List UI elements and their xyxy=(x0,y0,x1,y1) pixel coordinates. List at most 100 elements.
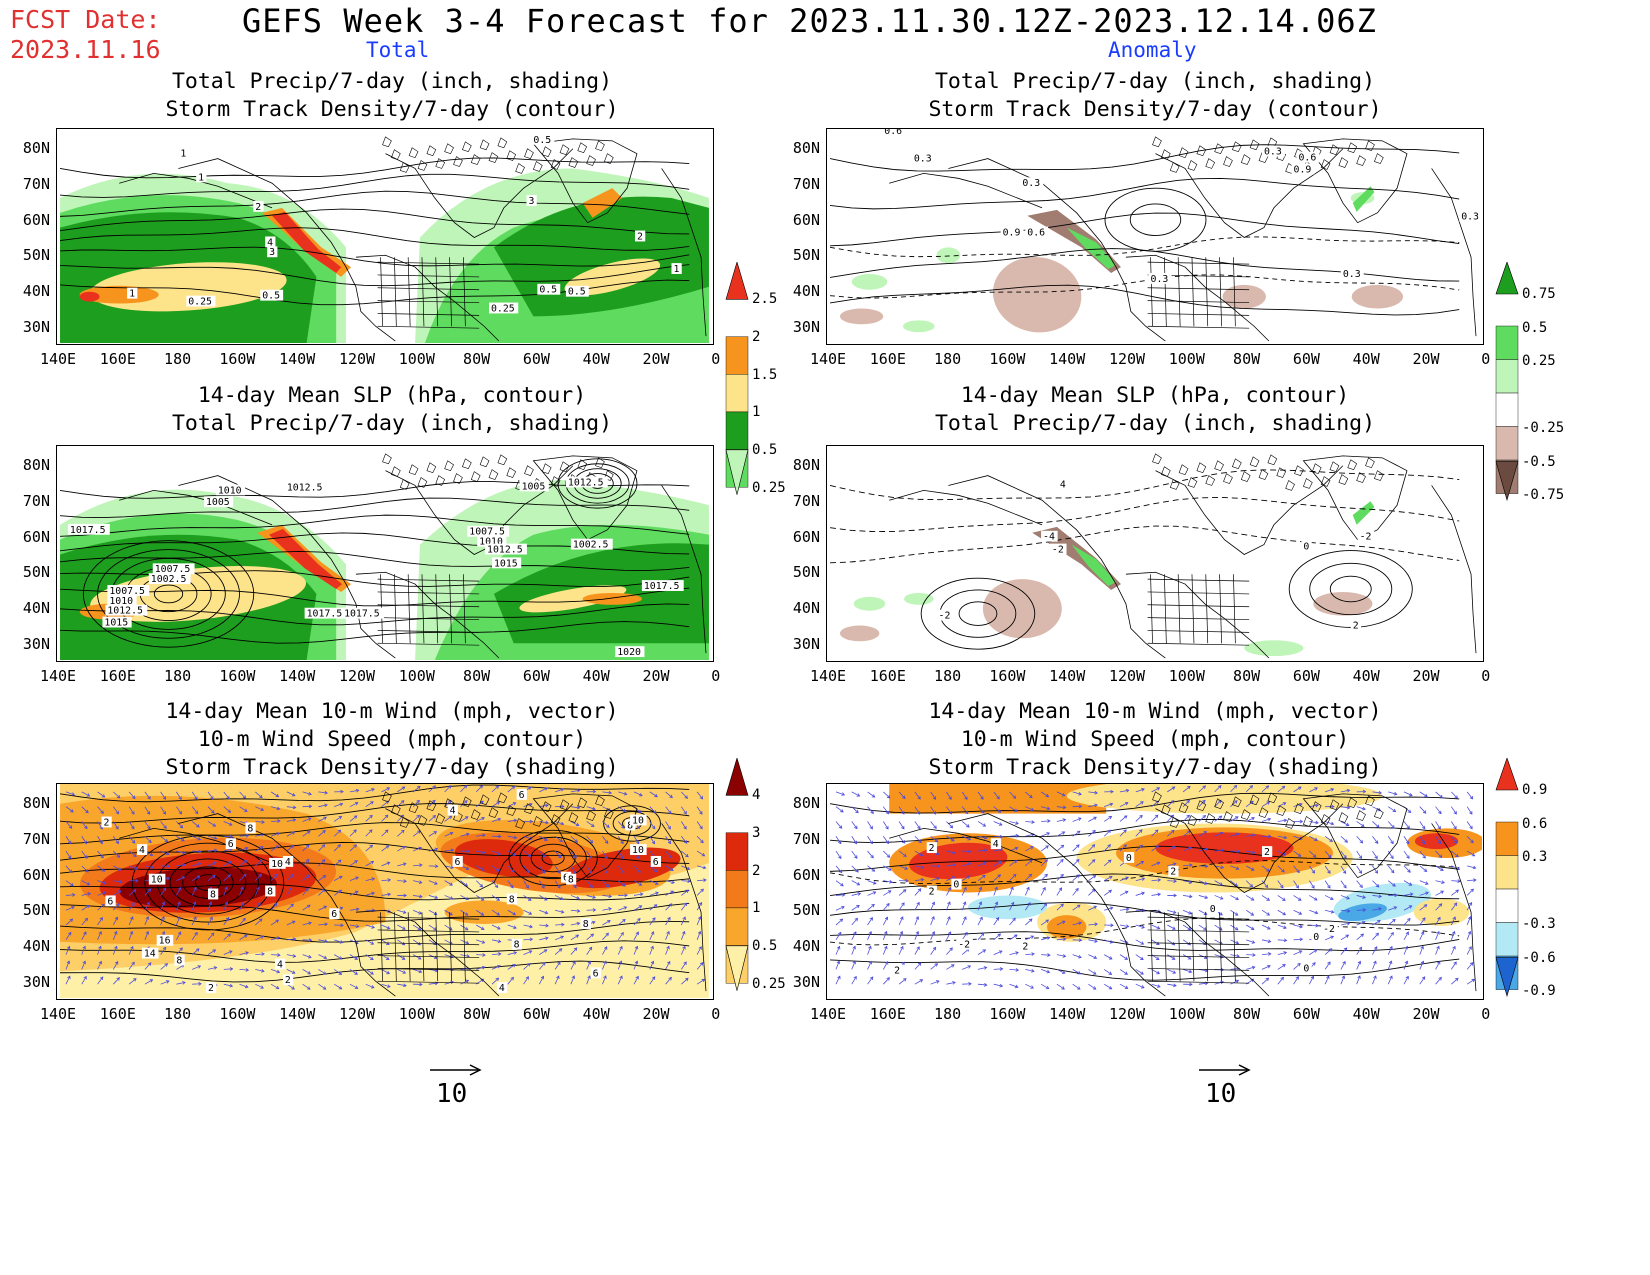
colorbar-label: 0.25 xyxy=(1522,353,1556,370)
contour-label: 4 xyxy=(450,806,456,817)
longitude-label: 140W xyxy=(1049,667,1086,685)
contour-label-bg xyxy=(519,480,549,492)
coastline xyxy=(119,455,707,659)
coastline xyxy=(889,793,1477,997)
vector-reference-anomaly: 10 xyxy=(1197,1062,1253,1109)
contour-label: 0 xyxy=(1303,963,1309,974)
contour-label-bg xyxy=(1311,930,1322,942)
storm-track-anomaly-contour xyxy=(829,177,1460,210)
colorbar-label: 0.25 xyxy=(752,479,786,496)
contour-label: 6 xyxy=(593,968,599,979)
fcst-date-label: FCST Date: xyxy=(10,5,161,34)
contour-label: -2 xyxy=(1052,545,1064,556)
positive-anomaly xyxy=(853,596,886,611)
longitude-label: 160E xyxy=(869,667,906,685)
contour-label: 0 xyxy=(1313,932,1319,943)
contour-label-bg xyxy=(641,580,684,591)
longitude-label: 80W xyxy=(463,667,491,685)
contour-label-bg xyxy=(634,230,646,242)
colorbar-label: -0.6 xyxy=(1522,949,1556,966)
longitude-label: 60W xyxy=(1292,667,1320,685)
contour-label-bg xyxy=(141,947,159,959)
longitude-label: 100W xyxy=(1168,667,1205,685)
contour-label-bg xyxy=(1301,540,1312,552)
positive-anomaly xyxy=(1414,833,1459,850)
contour-label: 0.5 xyxy=(539,285,557,296)
contour-label: -2 xyxy=(1360,532,1372,543)
latitude-label: 60N xyxy=(792,210,820,229)
colorbar-label: 3 xyxy=(752,824,761,841)
slp-anomaly-contour-negative xyxy=(829,469,1460,501)
contour-label-bg xyxy=(67,523,110,535)
contour-label: 8 xyxy=(267,886,273,897)
contour-label-bg xyxy=(284,481,327,493)
contour-label: 2 xyxy=(1170,867,1176,878)
longitude-label: 0 xyxy=(1481,350,1491,368)
contour-label: 8 xyxy=(176,955,182,966)
latitude-label: 70N xyxy=(792,174,820,193)
colorbar-precip-total: 2.5 2 1.5 1 0.5 0.25 xyxy=(724,260,786,532)
state-boundaries xyxy=(377,257,480,329)
contour-label: 1017.5 xyxy=(70,525,106,536)
longitude-label: 160W xyxy=(219,350,256,368)
fcst-date-value: 2023.11.16 xyxy=(10,35,161,64)
colorbar-label: -0.5 xyxy=(1522,453,1556,470)
storm-track-contour xyxy=(60,264,690,287)
shaded-region xyxy=(582,592,642,605)
contour-label: 1 xyxy=(129,289,135,300)
colorbar-end-triangle xyxy=(1495,957,1519,998)
contour-label-bg xyxy=(1207,903,1219,915)
colorbar-label: 0.5 xyxy=(752,937,778,954)
colorbar-precip-anomaly: 0.75 0.5 0.25 -0.25 -0.5 -0.75 xyxy=(1494,261,1564,532)
contour-label: 2 xyxy=(1022,942,1028,953)
colorbar-label: 1.5 xyxy=(752,366,778,383)
latitude-label: 50N xyxy=(22,901,50,920)
contour-label: 1017.5 xyxy=(644,581,680,592)
contour-label-bg xyxy=(1020,177,1044,189)
contour-label: 0 xyxy=(953,880,959,891)
storm-track-anomaly-contour-negative xyxy=(830,274,1460,299)
positive-anomaly xyxy=(1047,915,1087,939)
contour-label: 2 xyxy=(103,817,109,828)
map-panel-total-slp-precip: 1010 1012.5 1005 1017.5 1007.5 1002.5 1007.5 10… xyxy=(56,445,714,662)
longitude-label: 160E xyxy=(99,667,136,685)
contour-label-bg xyxy=(102,616,132,628)
longitude-label: 100W xyxy=(398,667,435,685)
contour-label: 3 xyxy=(528,196,534,207)
colorbar-segment xyxy=(725,870,749,909)
contour-label: 0.3 xyxy=(914,154,932,165)
contour-label-bg xyxy=(196,171,207,183)
longitude-label: 140E xyxy=(809,1005,847,1023)
contour-label-bg xyxy=(526,195,537,206)
longitude-label: 160W xyxy=(989,667,1026,685)
longitude-label: 140E xyxy=(809,350,847,368)
latitude-label: 70N xyxy=(22,174,50,193)
panel-title-line: 10-m Wind Speed (mph, contour) xyxy=(960,727,1350,752)
contour-label-bg xyxy=(1000,226,1024,238)
contour-label-bg xyxy=(1261,846,1273,857)
contour-label: 4 xyxy=(267,237,273,248)
contour-label-bg xyxy=(1291,163,1315,175)
colorbar-end-triangle xyxy=(725,756,749,796)
wind-speed-contour xyxy=(60,940,690,963)
contour-label: 1 xyxy=(673,264,679,275)
contour-label-bg xyxy=(467,525,510,537)
slp-anomaly-contour-negative xyxy=(829,496,1460,533)
contour-label: 1012.5 xyxy=(487,545,523,556)
contour-label-bg xyxy=(516,788,527,800)
longitude-label: 180 xyxy=(164,667,192,685)
contour-label: 0.25 xyxy=(188,297,212,308)
contour-label-bg xyxy=(265,236,276,248)
contour-label: 1012.5 xyxy=(287,482,323,493)
arctic-islands xyxy=(382,136,614,174)
contour-label: 3 xyxy=(269,247,275,258)
contour-label: 16 xyxy=(159,936,171,947)
panel-title-line: 14-day Mean 10-m Wind (mph, vector) xyxy=(165,699,619,724)
storm-track-contour xyxy=(60,190,690,217)
vector-reference-total: 10 xyxy=(428,1062,484,1109)
contour-label: -2 xyxy=(1323,924,1335,935)
state-boundaries xyxy=(377,912,480,984)
colorbar-segment xyxy=(725,907,749,946)
contour-label-bg xyxy=(107,594,137,606)
colorbar-label: 2.5 xyxy=(752,291,778,308)
